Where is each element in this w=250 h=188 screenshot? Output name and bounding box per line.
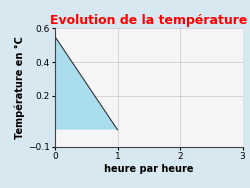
Title: Evolution de la température: Evolution de la température — [50, 14, 248, 27]
Polygon shape — [55, 37, 118, 130]
X-axis label: heure par heure: heure par heure — [104, 164, 194, 174]
Y-axis label: Température en °C: Température en °C — [14, 36, 25, 139]
